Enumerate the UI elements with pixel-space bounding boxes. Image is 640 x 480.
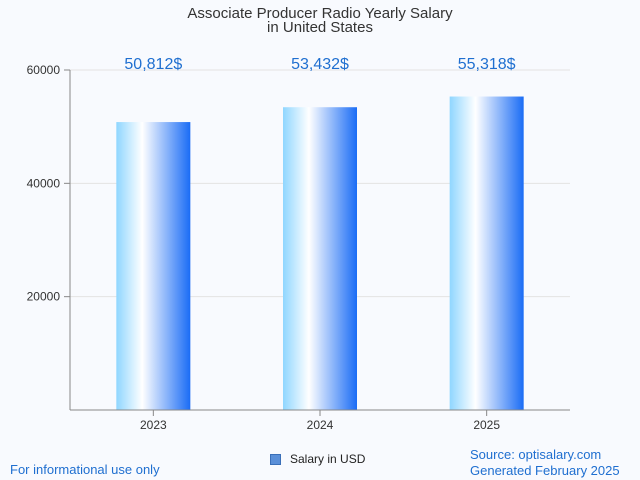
bar-2025 bbox=[449, 96, 524, 410]
y-tick-label: 60000 bbox=[27, 63, 61, 77]
source-block: Source: optisalary.com Generated Februar… bbox=[470, 447, 620, 479]
source-text: Source: optisalary.com bbox=[470, 447, 602, 462]
data-label-2025: 55,318$ bbox=[458, 56, 516, 73]
x-tick-label-2023: 2023 bbox=[140, 418, 167, 432]
bar-2024 bbox=[283, 107, 357, 411]
disclaimer-text: For informational use only bbox=[10, 462, 160, 477]
chart-title: Associate Producer Radio Yearly Salary bbox=[187, 5, 453, 22]
legend: Salary in USD bbox=[270, 452, 365, 466]
data-label-2023: 50,812$ bbox=[124, 56, 182, 73]
x-tick-label-2024: 2024 bbox=[307, 418, 334, 432]
legend-label: Salary in USD bbox=[290, 452, 366, 466]
data-label-2024: 53,432$ bbox=[291, 56, 349, 73]
bar-2023 bbox=[116, 122, 191, 410]
y-tick-label: 40000 bbox=[27, 176, 61, 190]
bars bbox=[116, 96, 524, 411]
x-axis-ticks: 2023 2024 2025 bbox=[140, 410, 500, 432]
legend-swatch-icon bbox=[270, 453, 281, 465]
generated-text: Generated February 2025 bbox=[470, 463, 620, 478]
x-tick-label-2025: 2025 bbox=[473, 418, 500, 432]
y-axis-ticks: 20000 40000 60000 bbox=[27, 63, 70, 304]
chart-subtitle: in United States bbox=[267, 19, 373, 36]
y-tick-label: 20000 bbox=[27, 290, 61, 304]
data-labels: 50,812$ 53,432$ 55,318$ bbox=[124, 56, 515, 73]
